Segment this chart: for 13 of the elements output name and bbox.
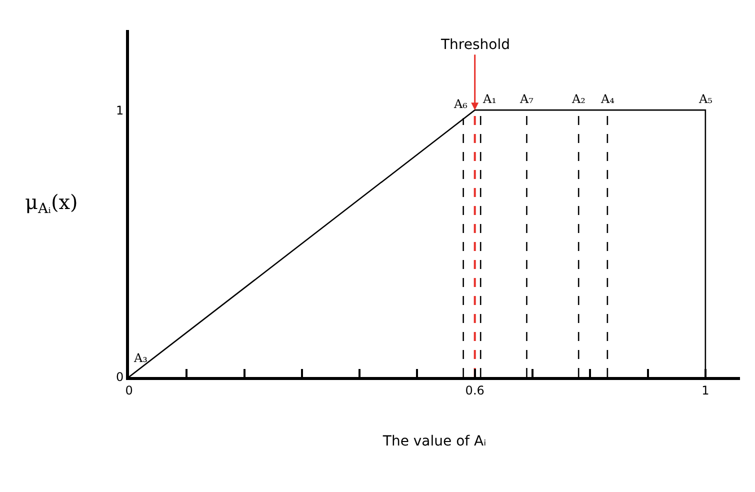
- annotation: A₅: [698, 92, 713, 106]
- annotation: A₄: [600, 92, 615, 106]
- annotation: A₆: [453, 97, 468, 111]
- annotation: A₁: [482, 92, 496, 106]
- annotation: A₃: [133, 351, 148, 365]
- x-tick-label: 0.6: [465, 383, 484, 398]
- x-tick-label: 0: [125, 383, 133, 398]
- y-axis-title: μ$_{Aᵢ}$(x): [25, 190, 78, 218]
- x-tick-label: 1: [702, 383, 710, 398]
- annotation: Threshold: [440, 37, 510, 53]
- annotation: A₇: [519, 92, 534, 106]
- annotation: A₂: [571, 92, 586, 106]
- x-axis-title: The value of Aᵢ: [382, 434, 486, 450]
